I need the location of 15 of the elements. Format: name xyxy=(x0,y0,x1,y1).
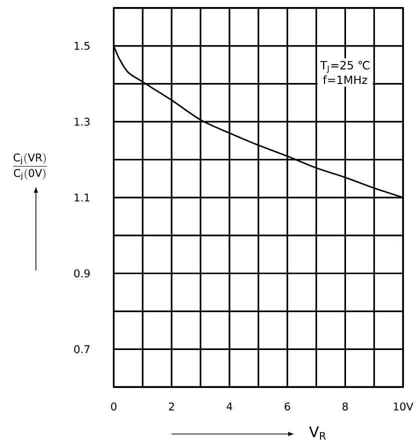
x-tick-label: 10V xyxy=(394,402,414,410)
y-tick-label: 0.9 xyxy=(74,269,90,278)
x-tick-label: 2 xyxy=(169,402,174,410)
y-axis-title: $\frac{\mathrm{C_{j}(VR)}}{\mathrm{C_{j}(0V)}}$ xyxy=(13,153,47,180)
y-tick-label: 1.3 xyxy=(74,118,90,126)
x-tick-label: 4 xyxy=(226,402,232,410)
annotation: T$_{J}$=25 ℃ xyxy=(320,60,370,74)
x-tick-label: 6 xyxy=(284,402,290,410)
annotation: f=1MHz xyxy=(323,75,368,84)
y-tick-label: 1.1 xyxy=(74,194,90,202)
y-tick-label: 1.5 xyxy=(74,42,90,50)
x-tick-label: 0 xyxy=(111,402,116,410)
x-axis-title: V$_{R}$ xyxy=(309,426,326,440)
x-tick-label: 8 xyxy=(342,402,348,410)
y-tick-label: 0.7 xyxy=(74,345,90,354)
